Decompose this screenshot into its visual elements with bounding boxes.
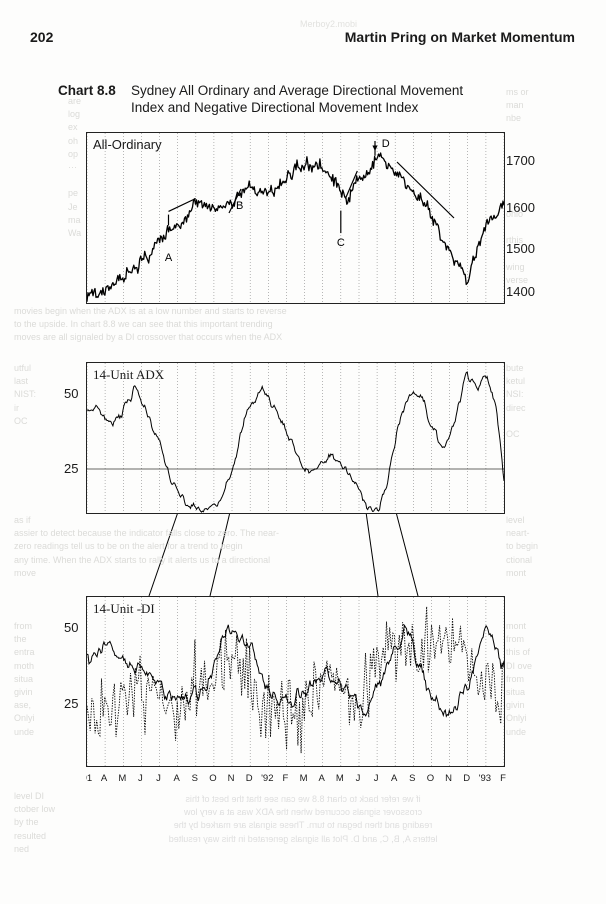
- svg-text:O: O: [209, 773, 216, 784]
- svg-text:O: O: [427, 773, 434, 784]
- svg-text:J: J: [356, 773, 361, 784]
- svg-text:All-Ordinary: All-Ordinary: [93, 137, 162, 152]
- svg-text:M: M: [118, 773, 126, 784]
- svg-text:A: A: [101, 773, 108, 784]
- svg-text:J: J: [156, 773, 161, 784]
- svg-text:'92: '92: [261, 773, 273, 784]
- svg-text:F: F: [282, 773, 288, 784]
- svg-text:14-Unit -DI: 14-Unit -DI: [93, 601, 155, 616]
- svg-text:C: C: [337, 237, 345, 249]
- svg-text:B: B: [236, 200, 243, 212]
- svg-text:M: M: [300, 773, 308, 784]
- svg-text:A: A: [165, 252, 173, 264]
- svg-text:'91: '91: [86, 773, 92, 784]
- svg-text:D: D: [463, 773, 470, 784]
- svg-text:A: A: [319, 773, 326, 784]
- svg-text:D: D: [246, 773, 253, 784]
- svg-text:S: S: [192, 773, 198, 784]
- svg-text:A: A: [174, 773, 181, 784]
- svg-text:14-Unit ADX: 14-Unit ADX: [93, 367, 165, 382]
- svg-text:M: M: [336, 773, 344, 784]
- svg-text:N: N: [228, 773, 235, 784]
- svg-text:F: F: [500, 773, 506, 784]
- svg-text:J: J: [138, 773, 143, 784]
- svg-text:N: N: [445, 773, 452, 784]
- svg-text:S: S: [409, 773, 415, 784]
- svg-text:A: A: [391, 773, 398, 784]
- svg-text:'93: '93: [479, 773, 491, 784]
- svg-text:J: J: [374, 773, 379, 784]
- svg-text:D: D: [382, 138, 390, 150]
